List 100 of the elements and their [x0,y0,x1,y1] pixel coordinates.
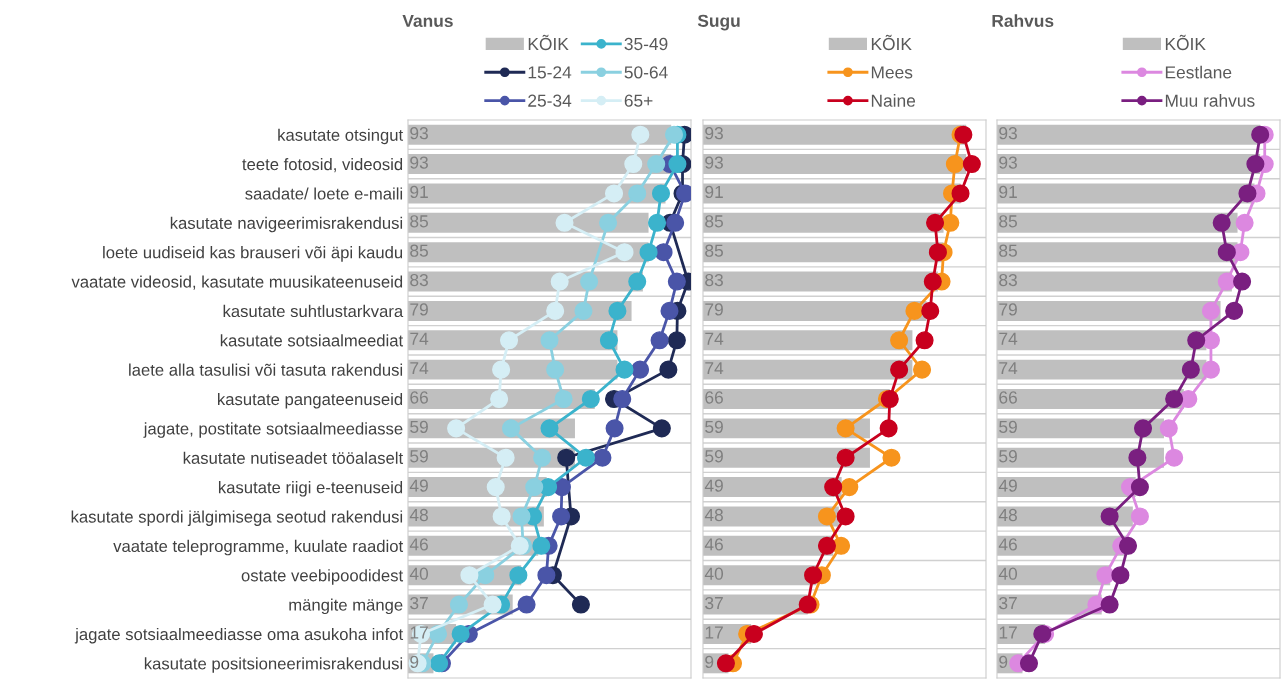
point [923,272,942,291]
point [664,125,684,144]
point [1235,213,1254,232]
data-label: 74 [410,332,429,345]
point [510,536,529,555]
bar [703,271,938,292]
y-tick-label: vaatate teleprogramme, kuulate raadiot [113,539,404,556]
bar [997,300,1221,321]
data-label: 83 [999,273,1017,287]
bar [408,242,649,263]
point [512,507,531,526]
point [647,155,666,174]
legend-label: KÕIK [871,34,912,51]
data-label: 85 [999,215,1017,228]
data-label: 59 [999,450,1017,463]
data-label: 17 [999,626,1017,639]
bar [997,359,1207,380]
bar [997,447,1164,468]
point [915,331,934,350]
y-tick-label: teete fotosid, videosid [242,158,403,173]
point [599,331,618,350]
bar [997,212,1238,233]
data-label: 66 [999,391,1017,404]
data-label: 91 [410,185,428,199]
point [905,301,924,320]
point [882,448,901,467]
bar [997,271,1232,292]
bar [408,124,672,145]
point [890,360,909,379]
data-label: 49 [409,479,428,492]
point [824,478,843,497]
data-label: 48 [998,508,1017,522]
point [836,507,855,526]
point [1212,213,1231,232]
data-label: 74 [999,362,1018,375]
point [926,213,945,232]
point [1165,448,1184,467]
point [659,360,678,379]
point [1201,360,1220,379]
data-label: 66 [705,391,723,404]
point [631,125,650,144]
point [666,213,685,232]
point [628,272,647,291]
point [667,272,686,291]
data-label: 85 [410,244,428,257]
point [921,301,940,320]
data-label: 85 [999,244,1017,257]
y-tick-label: kasutate positsioneerimisrakendusi [144,657,403,673]
point [451,624,470,643]
legend-label: Muu rahvus [1165,94,1255,107]
point [571,595,590,614]
point [557,448,576,467]
point [1096,566,1115,585]
data-label: 40 [998,567,1018,580]
data-label: 37 [410,596,428,610]
y-tick-label: jagate, postitate sotsiaalmeediasse [143,422,403,438]
point [1100,595,1119,614]
data-label: 48 [704,508,723,522]
point [962,155,981,174]
y-tick-label: laete alla tasulisi või tasuta rakendusi [129,363,403,376]
data-label: 17 [705,626,723,639]
legend-label: Eestlane [1165,65,1232,79]
legend-label: 15-24 [528,66,572,79]
point [537,566,556,585]
point [624,155,643,174]
bar [997,389,1184,409]
point [605,419,624,438]
point [1119,536,1138,555]
data-label: 9 [999,655,1008,668]
data-label: 59 [410,420,428,434]
point [574,301,593,320]
y-tick-label: kasutate nutiseadet tööalaselt [183,451,404,464]
point [639,243,658,262]
data-label: 74 [410,362,429,375]
point [817,536,836,555]
y-tick-label: kasutate navigeerimisrakendusi [170,216,403,233]
point [540,331,559,350]
point [1251,125,1270,144]
legend-label: Mees [871,66,913,79]
data-label: 79 [999,303,1017,316]
bar [703,418,870,439]
point [496,448,515,467]
bar [703,359,913,380]
bar [703,389,890,409]
data-label: 85 [705,244,723,257]
point [615,360,634,379]
point [1133,419,1153,438]
point [1187,331,1206,350]
point [533,448,552,467]
point [608,301,627,320]
point [500,331,519,350]
point [1217,243,1236,262]
bar [997,124,1261,145]
point [525,478,544,497]
point [460,566,479,585]
y-tick-label: saadate/ loete e-maili [245,187,403,200]
data-label: 85 [410,215,428,228]
point [913,360,932,379]
point [817,507,836,526]
point [631,360,650,379]
